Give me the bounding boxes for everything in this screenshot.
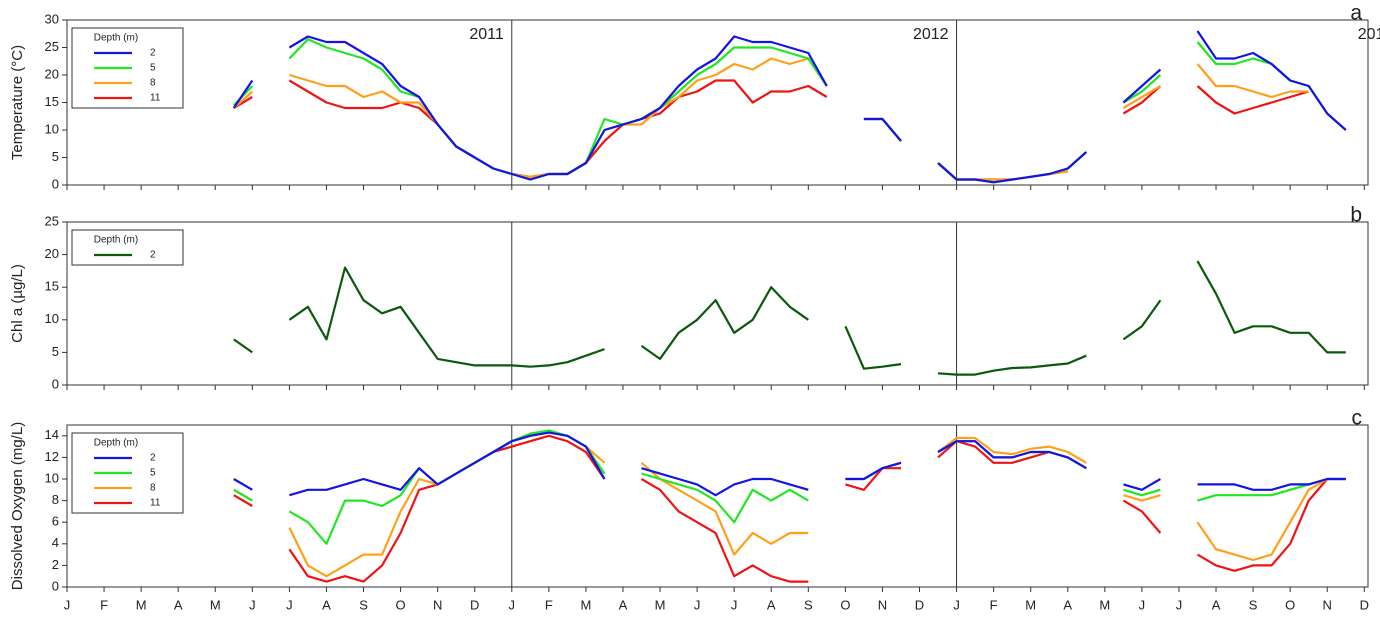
y-tick-label: 30 [45,11,59,26]
y-tick-label: 14 [45,427,59,442]
x-tick-label: J [1176,597,1183,612]
y-tick-label: 10 [45,121,59,136]
x-tick-label: J [1139,597,1146,612]
x-tick-label: A [1063,597,1072,612]
x-tick-label: N [1323,597,1332,612]
data-line [233,260,1346,376]
x-tick-label: D [1360,597,1369,612]
legend-label: 2 [150,250,156,261]
y-axis-label: Dissolved Oxygen (mg/L) [9,422,26,590]
legend-label: 8 [150,483,156,494]
legend-label: 11 [150,93,161,104]
legend-title: Depth (m) [94,438,138,449]
legend-label: 2 [150,453,156,464]
y-tick-label: 25 [45,213,59,228]
x-tick-label: O [840,597,850,612]
y-tick-label: 20 [45,66,59,81]
plot-frame [66,221,1369,386]
y-axis-label: Temperature (°C) [9,45,26,160]
legend-title: Depth (m) [94,33,138,44]
data-line [233,79,1310,181]
x-tick-label: M [210,597,221,612]
legend-label: 5 [150,468,156,479]
x-tick-label: M [136,597,147,612]
x-tick-label: A [767,597,776,612]
x-tick-label: J [286,597,293,612]
x-tick-label: A [174,597,183,612]
data-line [233,434,1346,583]
legend-label: 5 [150,63,156,74]
y-tick-label: 0 [52,578,59,593]
y-tick-label: 8 [52,492,59,507]
x-tick-label: O [396,597,406,612]
x-tick-label: S [804,597,813,612]
legend-label: 11 [150,498,161,509]
x-tick-label: O [1285,597,1295,612]
x-tick-label: J [694,597,701,612]
x-tick-label: A [619,597,628,612]
panel-label: a [1350,2,1362,25]
y-tick-label: 25 [45,39,59,54]
plot-frame [66,424,1369,588]
data-line [233,431,1346,578]
data-line [233,431,1346,497]
x-tick-label: F [545,597,553,612]
year-label: 2013 [1358,26,1380,43]
x-tick-label: F [100,597,108,612]
legend-box [71,229,184,266]
y-tick-label: 0 [52,176,59,191]
x-tick-label: N [433,597,442,612]
y-tick-label: 5 [52,344,59,359]
y-tick-label: 20 [45,246,59,261]
year-label: 2012 [913,26,949,43]
x-tick-label: S [359,597,368,612]
x-tick-label: D [915,597,924,612]
panel-label: c [1352,407,1363,430]
y-tick-label: 0 [52,376,59,391]
y-tick-label: 15 [45,279,59,294]
x-tick-label: M [580,597,591,612]
y-tick-label: 12 [45,449,59,464]
x-tick-label: A [1212,597,1221,612]
y-tick-label: 10 [45,311,59,326]
x-tick-label: M [655,597,666,612]
data-line [233,57,1309,181]
y-tick-label: 10 [45,470,59,485]
x-tick-label: A [322,597,331,612]
x-tick-label: J [249,597,256,612]
panel-label: b [1350,204,1362,227]
plot-frame [66,19,1369,186]
data-line [233,429,1346,545]
x-tick-label: S [1249,597,1258,612]
data-line [233,38,1347,184]
x-tick-label: M [1099,597,1110,612]
legend-label: 8 [150,78,156,89]
x-tick-label: J [64,597,71,612]
data-line [232,30,1347,184]
y-tick-label: 15 [45,94,59,109]
y-axis-label: Chl a (µg/L) [9,264,26,343]
x-tick-label: J [731,597,738,612]
legend-title: Depth (m) [94,235,138,246]
y-tick-label: 4 [52,535,59,550]
x-tick-label: D [470,597,479,612]
y-tick-label: 5 [52,149,59,164]
x-tick-label: N [878,597,887,612]
x-tick-label: J [509,597,516,612]
y-tick-label: 6 [52,514,59,529]
y-tick-label: 2 [52,557,59,572]
x-tick-label: M [1025,597,1036,612]
x-tick-label: F [990,597,998,612]
legend-label: 2 [150,48,156,59]
year-label: 2011 [469,26,504,43]
x-tick-label: J [953,597,960,612]
